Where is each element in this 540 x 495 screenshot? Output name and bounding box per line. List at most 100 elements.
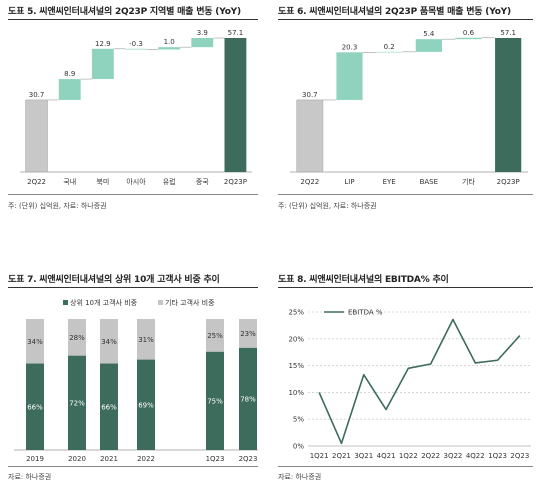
x-tick-label: 2Q22 [421, 452, 440, 460]
bottom-rule [278, 466, 533, 467]
bar [91, 48, 114, 80]
data-label: 57.1 [228, 29, 244, 37]
x-tick-label: 2Q22 [27, 178, 46, 186]
bar-segment-top10 [137, 359, 155, 450]
bar [455, 37, 482, 40]
title-rule [8, 287, 258, 288]
bar [25, 99, 48, 173]
bar [495, 38, 522, 172]
stacked-bar-chart-customers: 상위 10개 고객사 비중 기타 고객사 비중 34% 66% 2019 28% 72% 20… [14, 298, 258, 463]
data-label: 78% [240, 395, 256, 403]
bar [336, 52, 363, 100]
legend-label: 기타 고객사 비중 [165, 298, 215, 307]
y-tick-label: 15% [288, 362, 304, 370]
data-label: 72% [69, 399, 85, 407]
data-label: 23% [240, 330, 256, 338]
data-label: 25% [207, 332, 223, 340]
x-tick-label: 2Q23P [224, 178, 247, 186]
chart-panel-region: 도표 5. 씨앤씨인터내셔널의 2Q23P 지역별 매출 변동 (YoY) 30… [8, 4, 258, 219]
title-rule [278, 19, 533, 20]
y-tick-label: 20% [288, 335, 304, 343]
data-label: 69% [138, 401, 154, 409]
data-label: 57.1 [500, 29, 516, 37]
waterfall-chart-region: 30.7 2Q22 8.9 국내 12.9 북미 -0.3 아시아 1.0 유럽 3.9 중국 57.1… [20, 29, 252, 186]
x-tick-label: EYE [383, 178, 396, 186]
bottom-rule [278, 194, 533, 195]
x-tick-label: 4Q22 [466, 452, 485, 460]
x-tick-label: 아시아 [126, 177, 146, 186]
x-tick-label: 2020 [68, 455, 86, 463]
data-label: 0.6 [463, 29, 475, 37]
line-chart-ebitda: 0% 5% 10% 15% 20% 25% EBITDA % 1Q21 2Q21 3Q21 4Q21… [288, 309, 531, 460]
x-tick-label: 2Q23P [497, 178, 520, 186]
data-label: 12.9 [95, 40, 111, 48]
x-tick-label: 2Q21 [332, 452, 351, 460]
bar-segment-other [26, 319, 44, 364]
legend-swatch [63, 300, 68, 305]
chart-panel-ebitda: 도표 8. 씨앤씨인터내셔널의 EBITDA% 추이 0% 5% 10% 15% 20%… [278, 272, 533, 487]
y-tick-label: 10% [288, 389, 304, 397]
title-rule [8, 19, 258, 20]
bar [158, 47, 181, 50]
x-tick-label: 1Q22 [399, 452, 418, 460]
chart-title: 도표 8. 씨앤씨인터내셔널의 EBITDA% 추이 [278, 275, 449, 285]
bar [415, 39, 442, 52]
legend-label: 상위 10개 고객사 비중 [70, 298, 138, 307]
y-tick-label: 25% [288, 309, 304, 317]
waterfall-chart-product: 30.7 2Q22 20.3 LIP 0.2 EYE 5.4 BASE 0.6 기타 57.1 2Q2… [290, 29, 528, 186]
source-note: 자료: 하나증권 [8, 473, 52, 481]
chart-title: 도표 7. 씨앤씨인터내셔널의 상위 10개 고객사 비중 추이 [8, 275, 220, 285]
x-tick-label: 1Q21 [310, 452, 329, 460]
legend-swatch [158, 300, 163, 305]
chart-panel-product: 도표 6. 씨앤씨인터내셔널의 2Q23P 품목별 매출 변동 (YoY) 30… [278, 4, 533, 219]
x-tick-label: 3Q22 [444, 452, 463, 460]
data-label: 30.7 [302, 91, 318, 99]
x-tick-label: 유럽 [163, 177, 176, 186]
data-label: 30.7 [29, 91, 45, 99]
chart-panel-customers: 도표 7. 씨앤씨인터내셔널의 상위 10개 고객사 비중 추이 상위 10개 … [8, 272, 258, 487]
bar-segment-top10 [206, 351, 224, 450]
x-tick-label: 2019 [26, 455, 44, 463]
data-label: 75% [207, 397, 223, 405]
x-tick-label: 기타 [462, 177, 475, 186]
data-label: 3.9 [197, 29, 208, 37]
chart-title: 도표 6. 씨앤씨인터내셔널의 2Q23P 품목별 매출 변동 (YoY) [278, 7, 511, 17]
series-line [318, 318, 521, 445]
bar [224, 38, 247, 172]
bar-segment-other [100, 319, 118, 364]
data-label: 34% [27, 338, 43, 346]
bottom-rule [8, 194, 258, 195]
data-label: 28% [69, 334, 85, 342]
data-label: 66% [101, 403, 117, 411]
bar-segment-top10 [100, 363, 118, 450]
x-tick-label: 북미 [96, 177, 109, 186]
data-label: 0.2 [384, 43, 395, 51]
data-label: 34% [101, 338, 117, 346]
bar-segment-other [68, 319, 86, 356]
x-tick-label: 2021 [100, 455, 118, 463]
bar-segment-top10 [239, 347, 257, 450]
data-label: 66% [27, 403, 43, 411]
source-note: 주: (단위) 십억원, 자료: 하나증권 [278, 202, 377, 210]
x-tick-label: 1Q23 [488, 452, 507, 460]
x-tick-label: LIP [344, 178, 354, 186]
x-tick-label: 4Q21 [377, 452, 396, 460]
bar [58, 79, 81, 100]
source-note: 자료: 하나증권 [278, 473, 322, 481]
bar [296, 99, 324, 173]
y-tick-label: 0% [293, 443, 304, 451]
data-label: 20.3 [342, 43, 358, 51]
chart-title: 도표 5. 씨앤씨인터내셔널의 2Q23P 지역별 매출 변동 (YoY) [8, 7, 241, 17]
bar-segment-other [137, 319, 155, 360]
x-tick-label: 2Q22 [300, 178, 319, 186]
x-tick-label: 2Q23 [510, 452, 529, 460]
bar-segment-other [206, 319, 224, 352]
bar-segment-top10 [68, 355, 86, 450]
x-tick-label: 2Q23 [239, 455, 258, 463]
bar [376, 51, 403, 53]
title-rule [278, 287, 533, 288]
bottom-rule [8, 466, 258, 467]
x-tick-label: 1Q23 [206, 455, 225, 463]
legend-label: EBITDA % [348, 309, 383, 317]
bar [125, 48, 147, 50]
